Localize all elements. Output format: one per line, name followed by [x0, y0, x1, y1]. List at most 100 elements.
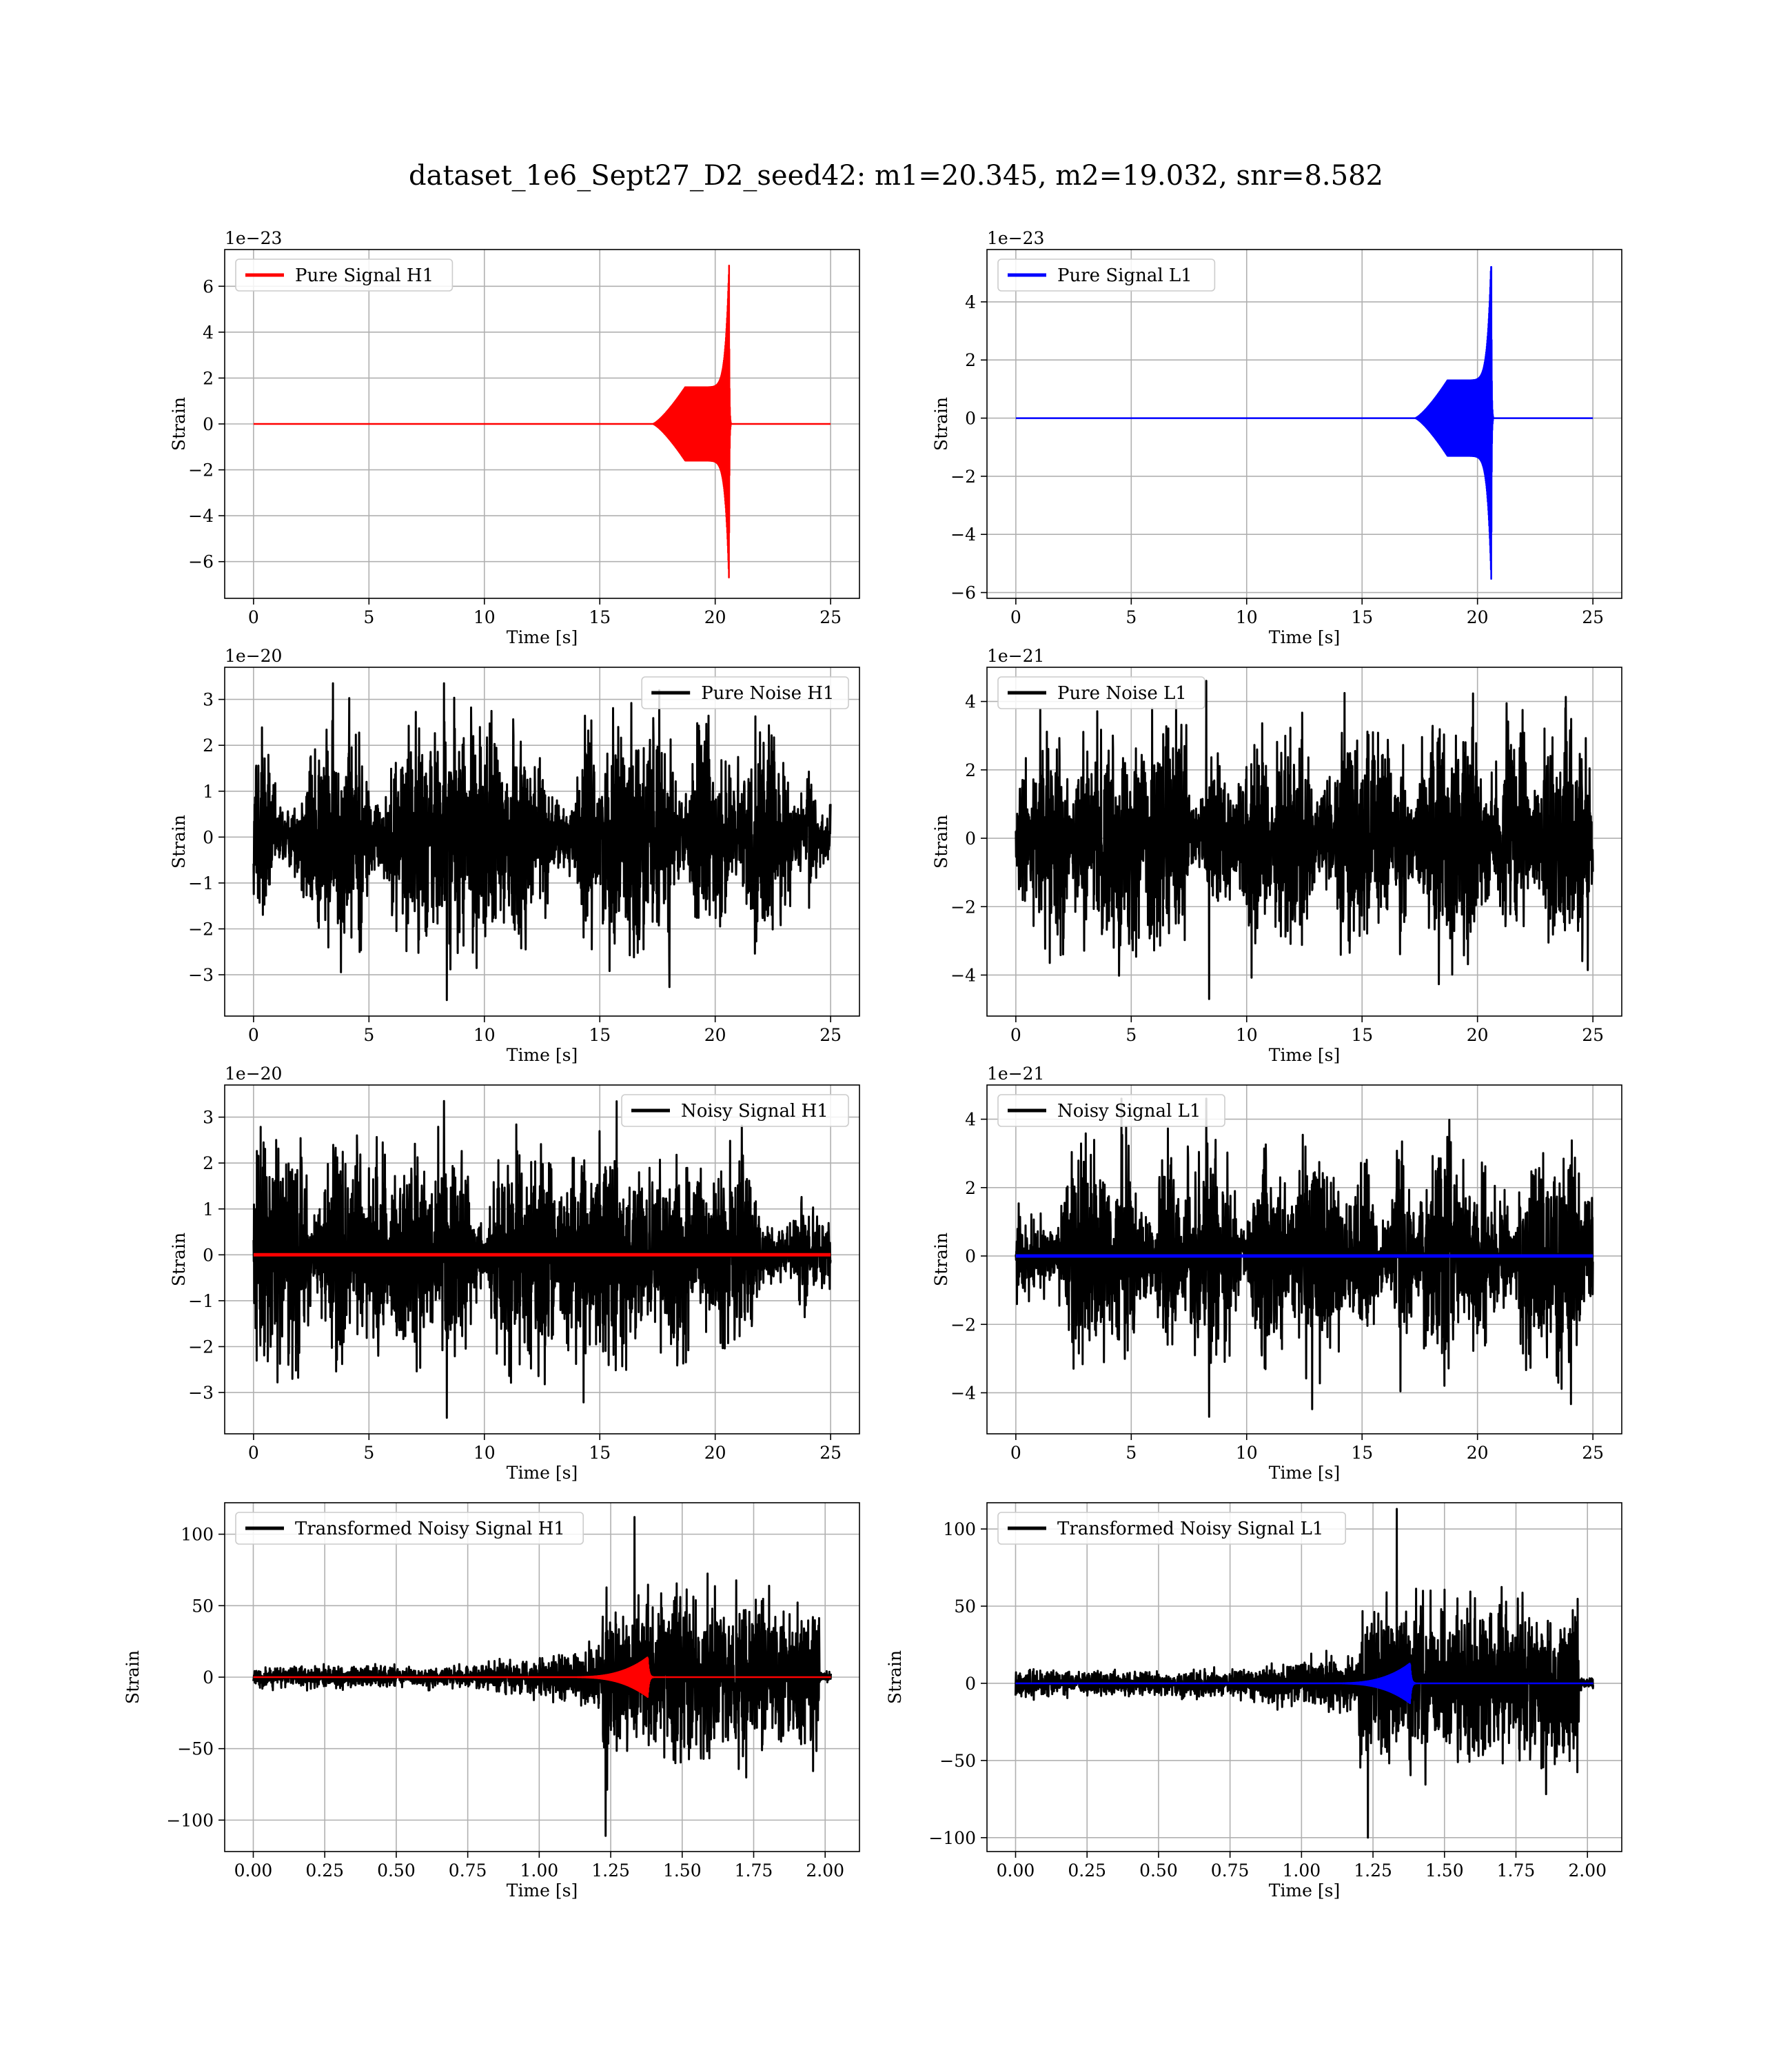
y-axis-label: Strain	[169, 1233, 189, 1286]
panel-transformed-noisy-signal-h1: 0.00 0.25 0.50 0.75 1.00 1.25 1.50 1.75 2.00 −100…	[123, 1502, 860, 1900]
y-tick-label: 2	[965, 760, 976, 780]
panel-noisy-signal-l1: 0 5 10 15 20 25 −4 −2 0 2 4 1e−21 Time [s] Strain Nois…	[931, 1064, 1622, 1483]
x-tick-label: 25	[819, 1025, 842, 1045]
x-axis-label: Time [s]	[1269, 1045, 1340, 1065]
panel-noisy-signal-h1: 0 5 10 15 20 25 −3 −2 −1 0 1 2 3 1e−20 Time [s] Strain N…	[169, 1064, 860, 1483]
y-tick-label: −100	[166, 1810, 214, 1830]
y-axis-label: Strain	[885, 1650, 905, 1704]
y-tick-label: −6	[188, 552, 214, 572]
x-tick-label: 10	[1236, 1443, 1258, 1463]
plot-area	[1015, 1508, 1594, 1839]
x-tick-label: 0	[248, 607, 259, 627]
x-tick-label: 25	[1582, 607, 1604, 627]
legend-frame	[997, 258, 1216, 292]
plot-area	[252, 1099, 832, 1419]
x-tick-label: 5	[1126, 1025, 1137, 1045]
x-axis-label: Time [s]	[1269, 1881, 1340, 1900]
legend-label: Noisy Signal H1	[681, 1101, 828, 1122]
x-tick-label: 0.75	[1211, 1861, 1250, 1881]
legend: Pure Signal H1	[235, 258, 454, 292]
plot-area	[252, 265, 832, 579]
y-tick-label: 0	[203, 414, 214, 434]
series-line-overlay-1	[1015, 1663, 1594, 1705]
panel-pure-signal-l1: 0 5 10 15 20 25 −6 −4 −2 0 2 4 1e−23 Time [s] Strain Pu…	[931, 228, 1622, 647]
axes-frame	[986, 667, 1622, 1017]
x-tick-label: 10	[1236, 1025, 1258, 1045]
x-tick-label: 0.00	[234, 1861, 273, 1881]
legend-frame	[235, 258, 454, 292]
y-axis-label: Strain	[931, 397, 951, 451]
y-tick-label: −2	[950, 1315, 976, 1335]
y-tick-label: −2	[188, 460, 214, 480]
y-tick-label: −4	[950, 525, 976, 545]
x-tick-label: 15	[589, 607, 611, 627]
legend-frame	[641, 676, 849, 709]
x-tick-label: 5	[1126, 607, 1137, 627]
x-axis-label: Time [s]	[507, 1463, 578, 1483]
x-tick-label: 20	[1467, 1025, 1489, 1045]
axes-frame	[224, 1084, 860, 1435]
x-tick-label: 25	[1582, 1443, 1604, 1463]
legend: Transformed Noisy Signal H1	[235, 1512, 584, 1545]
plot-area	[1015, 680, 1594, 1000]
x-tick-label: 15	[589, 1443, 611, 1463]
panel-pure-signal-h1: 0 5 10 15 20 25 −6 −4 −2 0 2 4 6 1e−23 Time [s] Strain P…	[169, 228, 860, 647]
legend: Noisy Signal L1	[997, 1094, 1225, 1127]
y-tick-label: 0	[203, 1245, 214, 1265]
figure-title: dataset_1e6_Sept27_D2_seed42: m1=20.345,…	[409, 160, 1383, 192]
y-tick-label: −2	[950, 467, 976, 487]
x-tick-label: 1.75	[1497, 1861, 1536, 1881]
series-line-pure-noise-h1	[252, 682, 832, 1002]
y-tick-label: −50	[939, 1751, 976, 1771]
y-offset-label: 1e−20	[225, 1064, 282, 1084]
axes-frame	[986, 249, 1622, 599]
legend-frame	[235, 1512, 584, 1545]
series-line-transformed-noisy-signal-h1	[252, 1516, 832, 1837]
x-tick-label: 1.75	[735, 1861, 773, 1881]
y-offset-label: 1e−23	[987, 228, 1044, 248]
x-tick-label: 0	[1010, 1025, 1021, 1045]
legend-label: Transformed Noisy Signal H1	[295, 1519, 565, 1539]
y-tick-label: 3	[203, 1108, 214, 1128]
y-tick-label: 2	[203, 1153, 214, 1173]
x-tick-label: 0.75	[449, 1861, 487, 1881]
y-tick-label: −3	[188, 1383, 214, 1403]
x-tick-label: 0.25	[305, 1861, 344, 1881]
x-tick-label: 0.50	[1139, 1861, 1178, 1881]
legend: Transformed Noisy Signal L1	[997, 1512, 1347, 1545]
x-tick-label: 1.50	[1425, 1861, 1464, 1881]
x-tick-label: 0	[248, 1443, 259, 1463]
x-tick-label: 15	[1351, 1443, 1373, 1463]
series-line-overlay-1	[252, 1656, 832, 1699]
y-axis-label: Strain	[931, 1233, 951, 1286]
y-axis-label: Strain	[169, 815, 189, 869]
plot-area	[252, 1516, 832, 1837]
x-tick-label: 25	[819, 607, 842, 627]
x-tick-label: 10	[474, 1443, 496, 1463]
y-tick-label: 0	[965, 1246, 976, 1266]
legend: Pure Noise L1	[997, 676, 1205, 709]
y-axis-label: Strain	[169, 397, 189, 451]
x-tick-label: 0	[1010, 1443, 1021, 1463]
x-tick-label: 15	[1351, 1025, 1373, 1045]
plot-area	[1015, 266, 1594, 580]
y-offset-label: 1e−20	[225, 646, 282, 666]
x-tick-label: 0.50	[377, 1861, 416, 1881]
x-tick-label: 25	[1582, 1025, 1604, 1045]
x-tick-label: 20	[704, 1025, 726, 1045]
y-tick-label: 0	[965, 1674, 976, 1694]
legend-label: Pure Signal H1	[295, 265, 434, 286]
x-tick-label: 20	[1467, 1443, 1489, 1463]
y-tick-label: 50	[192, 1596, 214, 1616]
y-offset-label: 1e−21	[987, 1064, 1044, 1084]
x-tick-label: 10	[1236, 607, 1258, 627]
x-tick-label: 1.00	[1283, 1861, 1321, 1881]
y-tick-label: −4	[950, 965, 976, 985]
x-axis-label: Time [s]	[507, 1045, 578, 1065]
y-tick-label: 2	[203, 736, 214, 756]
x-tick-label: 1.25	[591, 1861, 630, 1881]
y-tick-label: 2	[965, 350, 976, 370]
y-tick-label: −4	[188, 506, 214, 526]
x-tick-label: 0	[248, 1025, 259, 1045]
y-tick-label: −2	[188, 1337, 214, 1357]
